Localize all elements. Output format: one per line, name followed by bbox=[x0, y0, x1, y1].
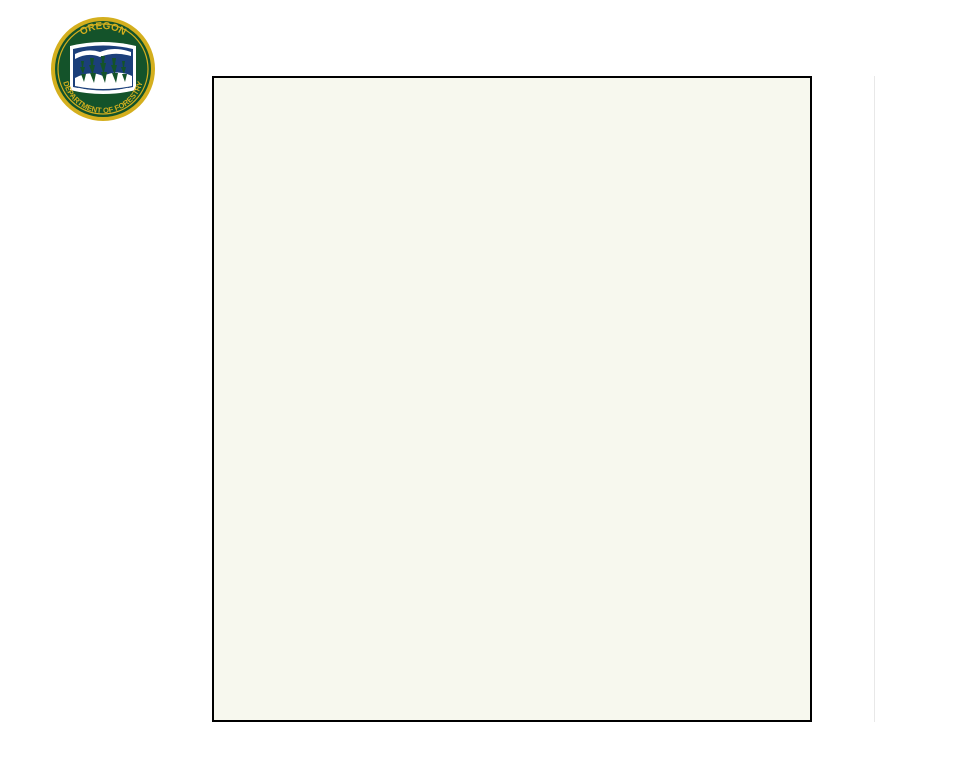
height-axis bbox=[762, 76, 812, 722]
wind-barb-panel bbox=[812, 76, 960, 722]
plot-canvas bbox=[214, 78, 810, 720]
skew-t-plot bbox=[212, 76, 812, 722]
oregon-department-of-forestry-logo: OREGON DEPARTMENT OF FORESTRY bbox=[48, 16, 158, 122]
svg-text:OREGON: OREGON bbox=[78, 21, 128, 38]
seal-graphic: OREGON DEPARTMENT OF FORESTRY bbox=[51, 17, 155, 121]
seal-text-top: OREGON bbox=[78, 21, 128, 38]
wind-panel-divider bbox=[874, 76, 875, 722]
temperature-axis bbox=[212, 726, 812, 752]
